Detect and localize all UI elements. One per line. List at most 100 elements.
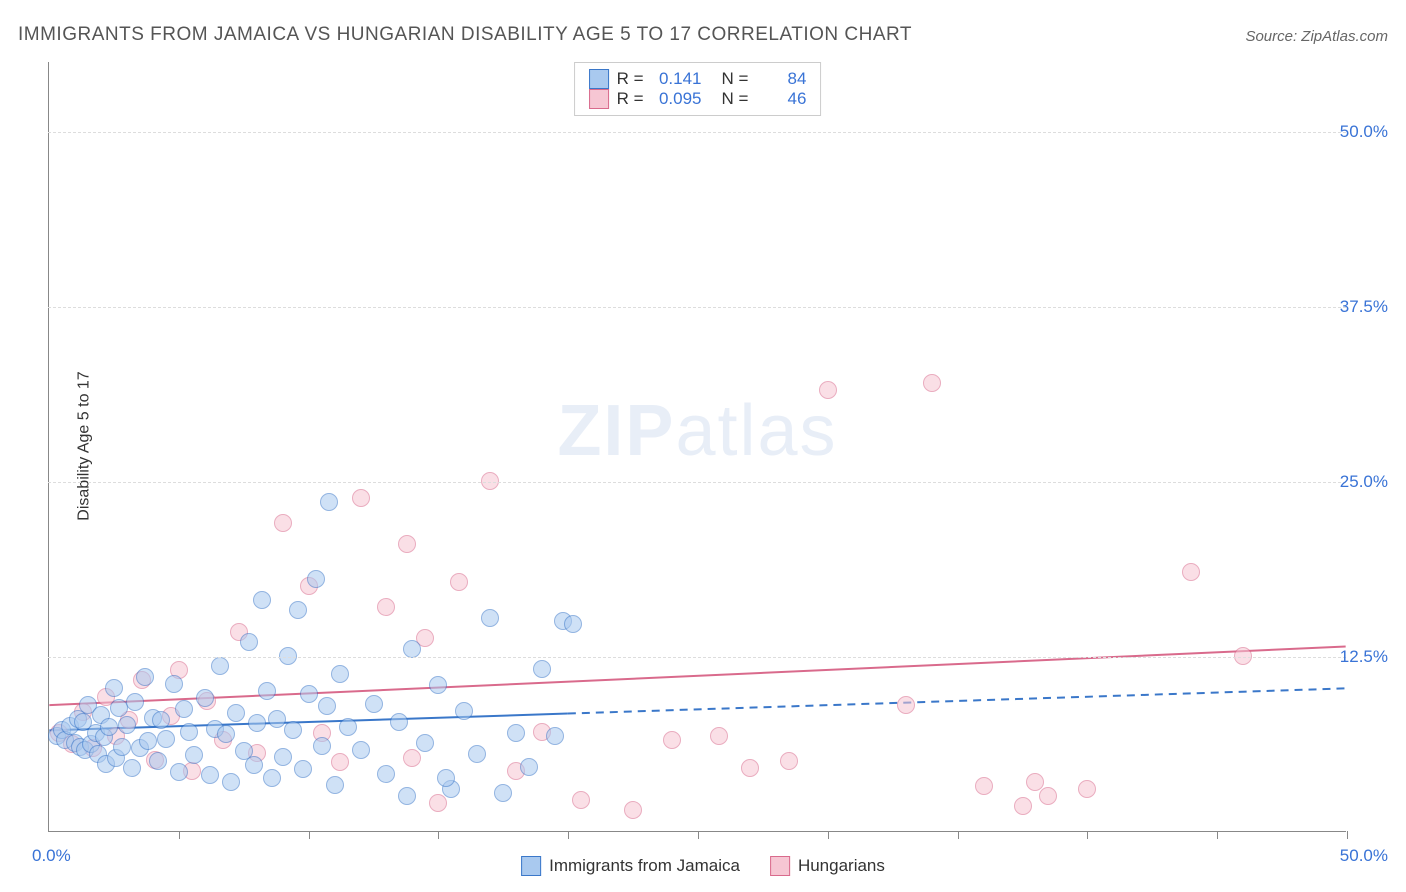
legend-label: Hungarians (798, 856, 885, 876)
scatter-point (289, 601, 307, 619)
scatter-point (352, 741, 370, 759)
scatter-point (533, 660, 551, 678)
legend-label: Immigrants from Jamaica (549, 856, 740, 876)
scatter-point (494, 784, 512, 802)
bottom-legend: Immigrants from Jamaica Hungarians (521, 856, 885, 876)
scatter-point (390, 713, 408, 731)
scatter-point (1182, 563, 1200, 581)
scatter-point (520, 758, 538, 776)
x-tick (438, 831, 439, 839)
x-tick (958, 831, 959, 839)
scatter-point (258, 682, 276, 700)
scatter-point (263, 769, 281, 787)
y-tick-label: 25.0% (1340, 472, 1388, 492)
scatter-point (450, 573, 468, 591)
scatter-point (1014, 797, 1032, 815)
gridline-h (48, 307, 1346, 308)
scatter-point (819, 381, 837, 399)
scatter-point (1234, 647, 1252, 665)
scatter-point (564, 615, 582, 633)
scatter-point (123, 759, 141, 777)
scatter-point (437, 769, 455, 787)
scatter-point (268, 710, 286, 728)
chart-title: IMMIGRANTS FROM JAMAICA VS HUNGARIAN DIS… (18, 24, 912, 46)
x-origin-label: 0.0% (32, 846, 71, 866)
scatter-point (253, 591, 271, 609)
scatter-point (274, 748, 292, 766)
scatter-point (975, 777, 993, 795)
scatter-point (165, 675, 183, 693)
scatter-point (468, 745, 486, 763)
scatter-point (245, 756, 263, 774)
stat-n-value: 46 (756, 89, 806, 109)
scatter-point (227, 704, 245, 722)
scatter-point (118, 716, 136, 734)
stats-row: R =0.141N =84 (589, 69, 807, 89)
y-tick-label: 12.5% (1340, 647, 1388, 667)
scatter-point (377, 598, 395, 616)
stat-n-label: N = (722, 89, 749, 109)
gridline-h (48, 132, 1346, 133)
scatter-point (398, 535, 416, 553)
scatter-point (284, 721, 302, 739)
scatter-point (352, 489, 370, 507)
x-tick (568, 831, 569, 839)
scatter-point (331, 665, 349, 683)
scatter-point (307, 570, 325, 588)
scatter-point (1039, 787, 1057, 805)
scatter-plot: ZIPatlas R =0.141N =84R =0.095N =46 (48, 62, 1346, 832)
scatter-point (149, 752, 167, 770)
legend-item: Hungarians (770, 856, 885, 876)
scatter-point (398, 787, 416, 805)
scatter-point (710, 727, 728, 745)
legend-swatch (589, 89, 609, 109)
scatter-point (416, 734, 434, 752)
scatter-point (320, 493, 338, 511)
scatter-point (136, 668, 154, 686)
scatter-point (300, 685, 318, 703)
scatter-point (139, 732, 157, 750)
scatter-point (240, 633, 258, 651)
stat-r-label: R = (617, 89, 644, 109)
scatter-point (546, 727, 564, 745)
legend-item: Immigrants from Jamaica (521, 856, 740, 876)
scatter-point (481, 472, 499, 490)
source-attrib: Source: ZipAtlas.com (1245, 28, 1388, 45)
scatter-point (780, 752, 798, 770)
stat-r-label: R = (617, 69, 644, 89)
scatter-point (274, 514, 292, 532)
scatter-point (481, 609, 499, 627)
scatter-point (279, 647, 297, 665)
scatter-point (248, 714, 266, 732)
scatter-point (507, 724, 525, 742)
legend-swatch (770, 856, 790, 876)
stats-legend-box: R =0.141N =84R =0.095N =46 (574, 62, 822, 116)
stat-r-value: 0.141 (652, 69, 702, 89)
scatter-point (741, 759, 759, 777)
stat-n-value: 84 (756, 69, 806, 89)
y-tick-label: 37.5% (1340, 297, 1388, 317)
scatter-point (175, 700, 193, 718)
watermark: ZIPatlas (557, 390, 837, 472)
scatter-point (180, 723, 198, 741)
stats-row: R =0.095N =46 (589, 89, 807, 109)
x-tick (828, 831, 829, 839)
scatter-point (455, 702, 473, 720)
scatter-point (126, 693, 144, 711)
x-tick (1347, 831, 1348, 839)
scatter-point (152, 711, 170, 729)
scatter-point (185, 746, 203, 764)
x-tick (309, 831, 310, 839)
scatter-point (429, 676, 447, 694)
scatter-point (377, 765, 395, 783)
scatter-point (663, 731, 681, 749)
scatter-point (318, 697, 336, 715)
scatter-point (100, 718, 118, 736)
scatter-point (196, 689, 214, 707)
gridline-h (48, 657, 1346, 658)
scatter-point (326, 776, 344, 794)
scatter-point (201, 766, 219, 784)
scatter-point (217, 725, 235, 743)
scatter-point (294, 760, 312, 778)
gridline-h (48, 482, 1346, 483)
